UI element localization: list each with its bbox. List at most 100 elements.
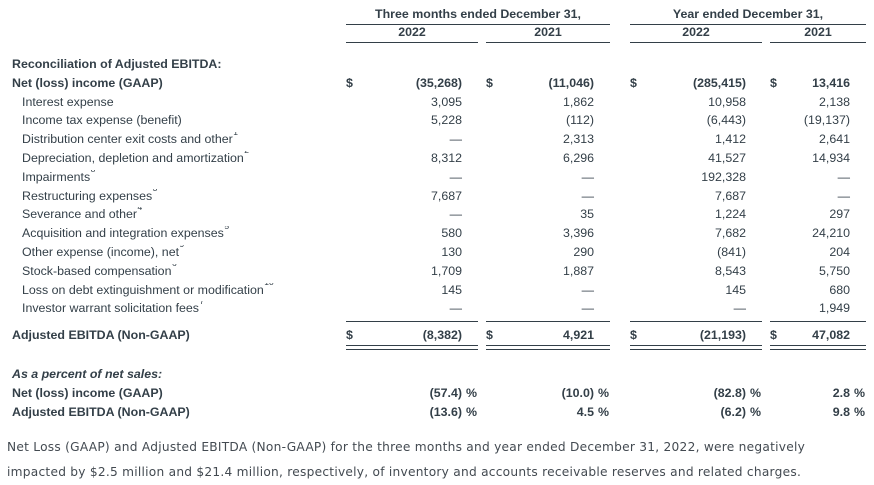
cell-value: 5,750 <box>818 263 850 278</box>
cell-value: 7,687 <box>714 188 746 203</box>
row-label-text: Income tax expense (benefit) <box>22 113 182 128</box>
cell-group: 7,687 <box>346 189 478 203</box>
cell-value: (21,193) <box>699 328 746 343</box>
table-row: Distribution center exit costs and other… <box>0 132 874 151</box>
cell-value: 7,687 <box>430 188 462 203</box>
cell-value: — <box>581 282 594 297</box>
cell-group: (10.0)% <box>486 386 610 400</box>
row-label: Stock-based compensation6 <box>0 264 346 278</box>
cell-group: 3,396 <box>486 226 610 240</box>
cell-value: — <box>449 169 462 184</box>
cell-group: 1,224 <box>630 207 762 221</box>
cell-value: — <box>837 169 850 184</box>
row-label-text: Impairments <box>22 169 91 184</box>
cell-group: (112) <box>486 113 610 127</box>
cell-value: — <box>837 188 850 203</box>
cell-group: 3,095 <box>346 95 478 109</box>
cell-value: 8,312 <box>430 150 462 165</box>
row-label-text: Severance and other <box>22 207 138 222</box>
row-label: Severance and other4 <box>0 207 346 221</box>
cell-value: 9.8 <box>832 404 850 419</box>
table-row: Other expense (income), net9 130 290 (84… <box>0 245 874 264</box>
cell-group: (841) <box>630 245 762 259</box>
cell-group: (13.6)% <box>346 405 478 419</box>
cell-value: — <box>733 301 746 316</box>
cell-value: (112) <box>565 113 594 128</box>
cell-value: 47,082 <box>812 328 850 343</box>
cell-group: 130 <box>346 245 478 259</box>
year-header-row: 2022 2021 2022 2021 <box>0 25 874 46</box>
cell-group: 680 <box>770 283 866 297</box>
cell-value: (841) <box>717 244 746 259</box>
cell-value: (57.4) <box>429 385 462 400</box>
percent-sign: % <box>466 404 478 419</box>
row-label: Net (loss) income (GAAP) <box>0 386 346 400</box>
table-row: Net (loss) income (GAAP) $ (35,268) $ (11,… <box>0 76 874 95</box>
row-label-text: Distribution center exit costs and other <box>22 132 233 147</box>
cell-group: — <box>346 170 478 184</box>
cell-value: — <box>449 132 462 147</box>
cell-value: 290 <box>573 244 594 259</box>
row-label-text: Depreciation, depletion and amortization <box>22 150 244 165</box>
row-label: Interest expense <box>0 95 346 109</box>
percent-sign: % <box>750 385 762 400</box>
percent-row: Adjusted EBITDA (Non-GAAP) (13.6)% 4.5% … <box>0 405 874 424</box>
cell-group: $13,416 <box>770 76 866 90</box>
percent-sign: % <box>854 404 866 419</box>
footnote-ref: 4 <box>138 207 143 211</box>
cell-group: (6,443) <box>630 113 762 127</box>
row-label-text: Adjusted EBITDA (Non-GAAP) <box>12 328 190 343</box>
cell-value: — <box>449 301 462 316</box>
footnote-ref: 2 <box>244 151 249 155</box>
total-row: Adjusted EBITDA (Non-GAAP) $ (8,382) $4,9… <box>0 321 874 351</box>
cell-value: (19,137) <box>803 113 850 128</box>
table-row: Stock-based compensation6 1,709 1,887 8,… <box>0 264 874 283</box>
cell-group: — <box>346 301 478 315</box>
cell-value: 4,921 <box>562 328 594 343</box>
cell-value: (6,443) <box>706 113 746 128</box>
percent-sign: % <box>598 385 610 400</box>
cell-group: 1,949 <box>770 301 866 315</box>
dollar-sign: $ <box>486 328 493 343</box>
cell-group: — <box>770 189 866 203</box>
cell-group: — <box>346 132 478 146</box>
cell-group: — <box>486 189 610 203</box>
cell-group: 24,210 <box>770 226 866 240</box>
cell-value: 130 <box>441 244 462 259</box>
row-label-text: Other expense (income), net <box>22 244 180 259</box>
dollar-sign: $ <box>770 328 777 343</box>
cell-group: 35 <box>486 207 610 221</box>
cell-value: 24,210 <box>812 226 850 241</box>
cell-group: 2,138 <box>770 95 866 109</box>
cell-value: (285,415) <box>692 75 746 90</box>
row-label: Loss on debt extinguishment or modificat… <box>0 283 346 297</box>
row-label-text: Stock-based compensation <box>22 263 172 278</box>
cell-group: 580 <box>346 226 478 240</box>
table-row: Depreciation, depletion and amortization… <box>0 151 874 170</box>
period-header-year: Year ended December 31, <box>630 7 866 25</box>
cell-value: 204 <box>829 244 850 259</box>
row-label-text: Net (loss) income (GAAP) <box>12 385 163 400</box>
row-label: Income tax expense (benefit) <box>0 113 346 127</box>
year-header-2021-q: 2021 <box>486 25 610 43</box>
cell-value: 1,224 <box>714 207 746 222</box>
row-label: Net (loss) income (GAAP) <box>0 76 346 90</box>
cell-group: 192,328 <box>630 170 762 184</box>
cell-value: 10,958 <box>708 94 746 109</box>
cell-group: 1,412 <box>630 132 762 146</box>
row-label: Distribution center exit costs and other… <box>0 132 346 146</box>
table-row: Income tax expense (benefit) 5,228 (112)… <box>0 113 874 132</box>
cell-value: 4.5 <box>576 404 594 419</box>
cell-group: 1,709 <box>346 264 478 278</box>
cell-value: 145 <box>441 282 462 297</box>
row-label-text: Interest expense <box>22 94 114 109</box>
cell-group: 7,682 <box>630 226 762 240</box>
cell-group: — <box>486 170 610 184</box>
cell-value: 3,095 <box>430 94 462 109</box>
cell-value: 3,396 <box>562 226 594 241</box>
year-header-2021-fy: 2021 <box>770 25 866 43</box>
cell-value: — <box>449 207 462 222</box>
